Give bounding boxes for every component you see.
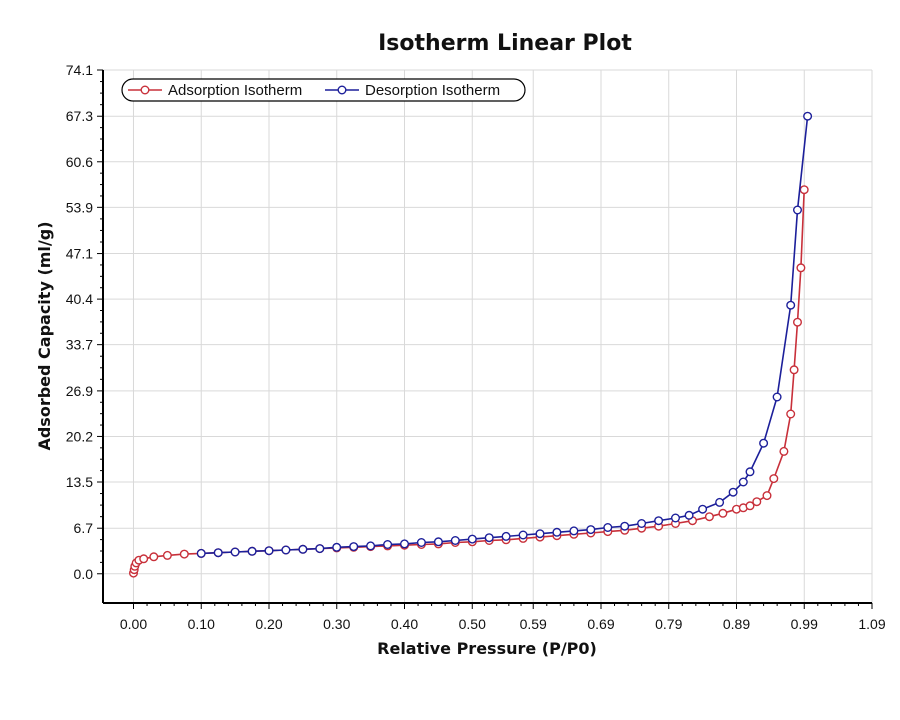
series-desorption-point [671,513,681,523]
series-desorption-point [772,392,782,402]
y-tick-label: 6.7 [74,520,94,536]
series-desorption-point [349,542,359,552]
series-adsorption-point [779,446,789,456]
legend-adsorption-label: Adsorption Isotherm [168,82,302,99]
series-desorption-point [654,516,664,526]
x-tick-label: 0.50 [459,616,486,632]
y-tick-label: 74.1 [66,62,93,78]
x-axis-ticks: 0.00 0.10 0.20 0.30 0.40 0.50 0.59 0.69 0.79 0.89… [120,603,886,632]
series-adsorption-point [793,317,803,327]
series-adsorption-point [769,474,779,484]
series-desorption-point [501,531,511,541]
series-adsorption-point [718,508,728,518]
series-desorption-point [264,546,274,556]
x-tick-label: 0.30 [323,616,350,632]
series-desorption-point [745,467,755,477]
series-desorption-point [803,111,813,121]
legend-desorption-label: Desorption Isotherm [365,82,500,99]
series-adsorption-point [762,491,772,501]
series-desorption-point [586,525,596,535]
x-tick-label: 0.99 [791,616,818,632]
series-adsorption-point [745,501,755,511]
series-desorption-point [793,205,803,215]
series-desorption-point [400,539,410,549]
series-desorption-point [433,537,443,547]
series-desorption-point [518,530,528,540]
series-adsorption-point [704,512,714,522]
series-desorption-point [366,541,376,551]
series-desorption-point [450,536,460,546]
series-adsorption-point [752,497,762,507]
series-desorption-point [684,510,694,520]
series-adsorption-point [796,263,806,273]
series-desorption-point [332,542,342,552]
series-adsorption-point [799,185,809,195]
series-desorption-point [728,487,738,497]
y-axis-title: Adsorbed Capacity (ml/g) [35,221,54,450]
x-axis-title: Relative Pressure (P/P0) [377,639,597,658]
y-tick-label: 60.6 [66,154,93,170]
x-tick-label: 0.79 [655,616,682,632]
series-adsorption-point [789,365,799,375]
series-desorption-point [315,544,325,554]
y-tick-label: 40.4 [66,291,93,307]
series-adsorption-line [132,189,805,574]
series-desorption-point [698,504,708,514]
y-tick-label: 0.0 [74,566,94,582]
x-tick-label: 0.59 [520,616,547,632]
series-desorption-point [298,544,308,554]
series-desorption-point [213,548,223,558]
series-desorption-point [620,521,630,531]
y-tick-label: 53.9 [66,199,93,215]
y-axis-ticks: 74.1 67.3 60.6 53.9 47.1 40.4 33.7 26.9 20.2 13.5… [66,62,103,582]
series-desorption-point [552,527,562,537]
series-desorption-point [484,533,494,543]
x-tick-label: 1.09 [858,616,885,632]
series-desorption [196,111,813,558]
series-desorption-line [201,116,809,555]
series-desorption-point [535,529,545,539]
legend: Adsorption Isotherm Desorption Isotherm [121,78,526,102]
y-tick-label: 67.3 [66,108,93,124]
series-adsorption-point [139,554,149,564]
y-tick-label: 33.7 [66,337,93,353]
series-desorption-point [247,546,257,556]
series-desorption-point [416,538,426,548]
y-tick-label: 20.2 [66,428,93,444]
series [128,111,813,578]
series-adsorption-point [149,552,159,562]
series-adsorption-point [179,549,189,559]
x-tick-label: 0.40 [391,616,418,632]
legend-frame [121,78,526,102]
series-adsorption-point [162,550,172,560]
series-adsorption [128,185,809,578]
series-desorption-point [196,548,206,558]
series-desorption-point [230,547,240,557]
legend-adsorption-marker [140,85,150,95]
x-tick-label: 0.10 [188,616,215,632]
series-desorption-point [715,497,725,507]
series-desorption-point [569,526,579,536]
y-tick-label: 13.5 [66,474,93,490]
y-tick-label: 47.1 [66,246,93,262]
y-tick-label: 26.9 [66,383,93,399]
series-desorption-point [738,477,748,487]
axes [102,70,872,604]
series-desorption-point [603,523,613,533]
series-desorption-point [786,300,796,310]
series-desorption-point [759,438,769,448]
legend-desorption-marker [337,85,347,95]
x-tick-label: 0.69 [587,616,614,632]
x-tick-label: 0.89 [723,616,750,632]
series-desorption-point [467,534,477,544]
x-tick-label: 0.00 [120,616,147,632]
series-desorption-point [637,519,647,529]
series-adsorption-point [786,409,796,419]
chart-title: Isotherm Linear Plot [378,31,632,56]
grid-lines [103,69,873,603]
series-desorption-point [281,545,291,555]
x-tick-label: 0.20 [255,616,282,632]
series-desorption-point [383,540,393,550]
